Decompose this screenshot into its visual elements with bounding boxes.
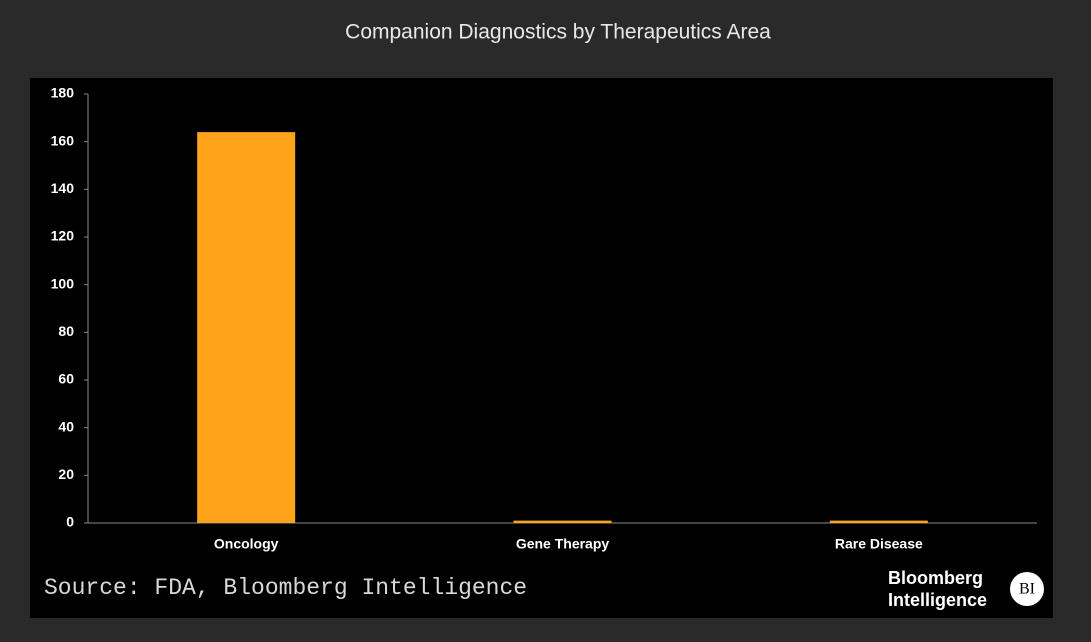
- logo-text: Intelligence: [888, 590, 987, 610]
- bar: [513, 520, 612, 523]
- y-tick-label: 40: [58, 418, 74, 434]
- y-tick-label: 120: [51, 228, 75, 244]
- x-tick-label: Gene Therapy: [516, 536, 610, 552]
- logo-badge-text: BI: [1019, 581, 1035, 598]
- x-tick-label: Oncology: [214, 536, 279, 552]
- y-tick-label: 60: [58, 371, 74, 387]
- y-tick-label: 80: [58, 323, 74, 339]
- y-tick-label: 0: [66, 514, 74, 530]
- chart-title: Companion Diagnostics by Therapeutics Ar…: [345, 21, 771, 44]
- x-tick-label: Rare Disease: [835, 536, 923, 552]
- logo-badge: [1010, 572, 1044, 606]
- y-tick-label: 100: [51, 275, 75, 291]
- bar: [829, 520, 928, 523]
- y-tick-label: 180: [51, 85, 75, 101]
- y-tick-label: 160: [51, 132, 75, 148]
- logo-text: Bloomberg: [888, 568, 983, 588]
- y-tick-label: 20: [58, 466, 74, 482]
- source-note: Source: FDA, Bloomberg Intelligence: [44, 575, 527, 601]
- y-tick-label: 140: [51, 180, 75, 196]
- bar: [197, 132, 296, 523]
